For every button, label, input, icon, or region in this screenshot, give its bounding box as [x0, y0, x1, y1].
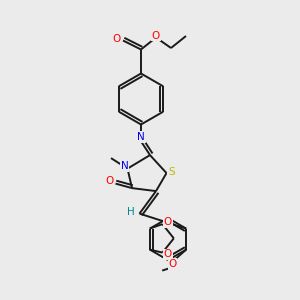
Text: O: O: [105, 176, 114, 186]
Text: H: H: [127, 207, 135, 217]
Text: O: O: [169, 259, 177, 269]
Text: S: S: [168, 167, 175, 177]
Text: O: O: [164, 249, 172, 260]
Text: O: O: [112, 34, 121, 44]
Text: N: N: [121, 161, 128, 171]
Text: N: N: [137, 132, 145, 142]
Text: O: O: [164, 217, 172, 227]
Text: O: O: [152, 31, 160, 41]
